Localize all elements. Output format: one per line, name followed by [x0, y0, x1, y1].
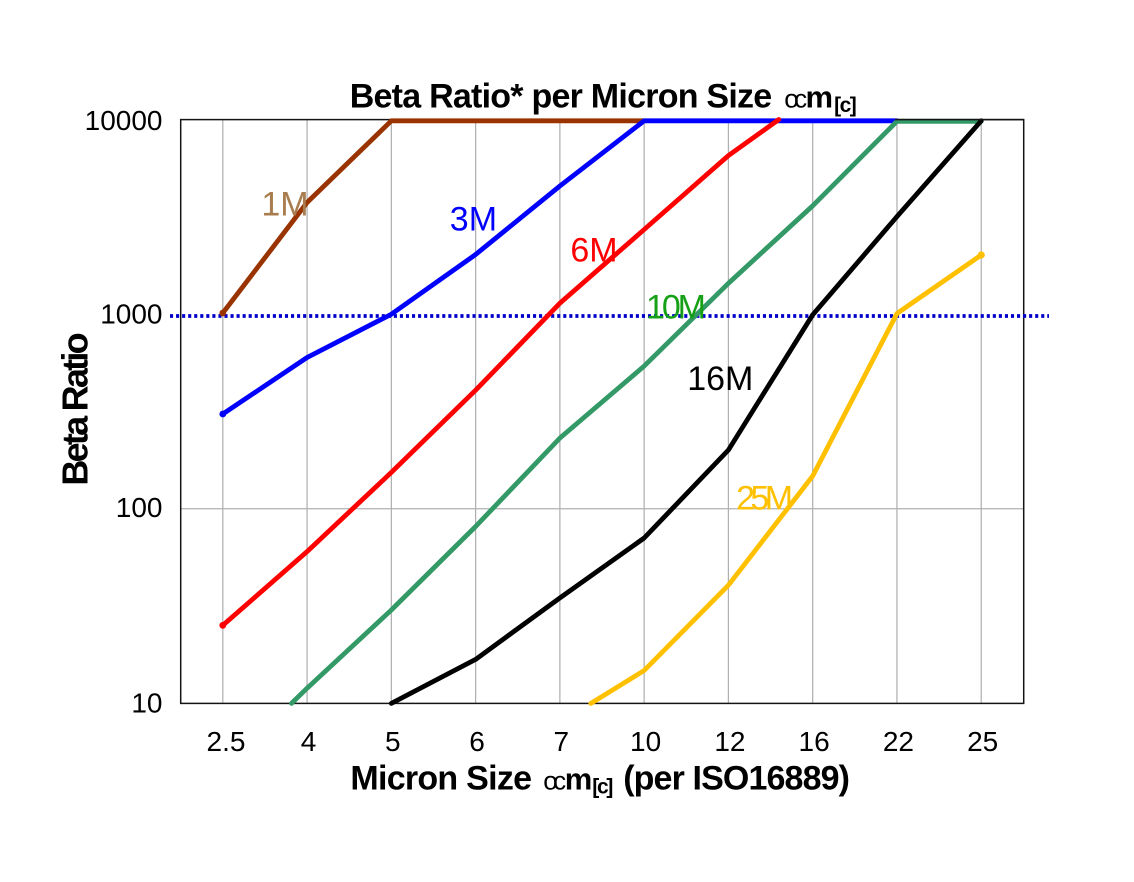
svg-text:100: 100	[116, 492, 163, 523]
svg-text:6M: 6M	[570, 231, 617, 269]
svg-text:22: 22	[883, 726, 914, 757]
svg-text:10M: 10M	[646, 289, 706, 327]
svg-text:[c]: [c]	[834, 94, 857, 117]
svg-text:Beta Ratio: Beta Ratio	[55, 332, 96, 485]
svg-text:2.5: 2.5	[207, 726, 246, 757]
svg-text:10: 10	[630, 726, 661, 757]
svg-text:1M: 1M	[261, 186, 308, 224]
svg-text:4: 4	[301, 726, 317, 757]
svg-text:Micron Size: Micron Size	[350, 759, 532, 797]
svg-text:12: 12	[714, 726, 745, 757]
svg-text:6: 6	[469, 726, 485, 757]
svg-text:25: 25	[967, 726, 998, 757]
svg-text:5: 5	[385, 726, 401, 757]
svg-text:10: 10	[131, 688, 162, 719]
svg-text:m: m	[806, 79, 834, 114]
svg-text:Beta Ratio* per Micron Size: Beta Ratio* per Micron Size	[350, 77, 773, 115]
svg-text:7: 7	[554, 726, 570, 757]
svg-text:(per ISO16889): (per ISO16889)	[623, 759, 850, 797]
svg-text:m: m	[565, 761, 593, 796]
svg-text:[c]: [c]	[592, 776, 613, 799]
svg-text:1000: 1000	[100, 299, 162, 330]
svg-text:25M: 25M	[736, 479, 793, 517]
svg-text:3M: 3M	[450, 201, 497, 239]
svg-text:10000: 10000	[85, 105, 163, 136]
svg-text:16: 16	[799, 726, 830, 757]
svg-text:16M: 16M	[687, 360, 753, 398]
